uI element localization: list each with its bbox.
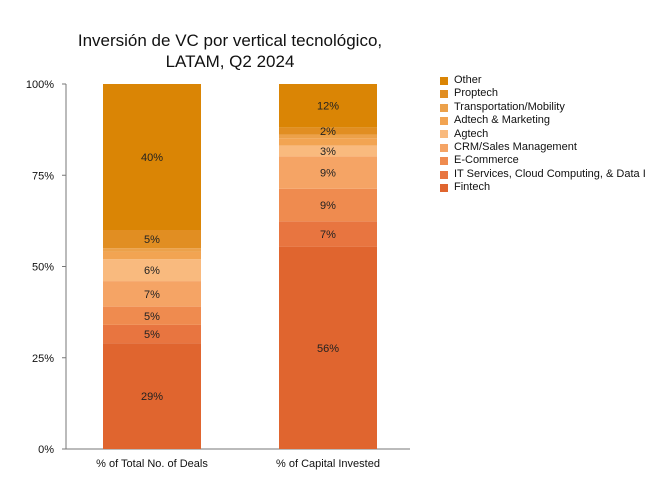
legend-label: E-Commerce xyxy=(454,154,519,167)
bar-segment xyxy=(103,230,201,249)
data-label: 12% xyxy=(317,101,339,113)
data-label: 7% xyxy=(144,289,160,301)
legend-item: Other xyxy=(440,74,646,87)
legend-swatch xyxy=(440,170,448,179)
legend-label: Adtech & Marketing xyxy=(454,114,550,127)
legend-swatch xyxy=(440,157,448,166)
bar-segment xyxy=(279,188,377,222)
bar-segment xyxy=(279,127,377,135)
legend-label: Agtech xyxy=(454,127,489,140)
legend-label: Proptech xyxy=(454,87,499,100)
y-tick-label: 0% xyxy=(38,444,54,456)
legend-label: Fintech xyxy=(454,181,491,194)
bar-segment xyxy=(103,84,201,230)
bar-segment xyxy=(279,156,377,189)
legend-swatch xyxy=(440,76,448,85)
legend-item: IT Services, Cloud Computing, & Data I xyxy=(440,168,646,181)
legend-item: Fintech xyxy=(440,181,646,194)
chart-title-line-1: Inversión de VC por vertical tecnológico… xyxy=(77,31,383,50)
legend-item: Transportation/Mobility xyxy=(440,101,646,114)
bar-segment xyxy=(279,221,377,247)
y-tick-label: 75% xyxy=(32,170,54,182)
legend-item: Agtech xyxy=(440,128,646,141)
bar-segment xyxy=(103,251,201,260)
legend-label: Other xyxy=(454,74,482,86)
chart-legend: Other Proptech Transportation/Mobility Adte… xyxy=(440,74,646,195)
data-label: 29% xyxy=(141,391,163,403)
bar-segment xyxy=(279,138,377,146)
bar-segment xyxy=(103,324,201,344)
x-tick-label: % of Total No. of Deals xyxy=(96,458,208,470)
legend-label: IT Services, Cloud Computing, & Data I xyxy=(454,167,646,180)
legend-item: CRM/Sales Management xyxy=(440,141,646,154)
chart-title-line-2: LATAM, Q2 2024 xyxy=(165,52,295,71)
bar-segment xyxy=(279,134,377,139)
bar-segment xyxy=(103,306,201,325)
legend-item: Adtech & Marketing xyxy=(440,114,646,127)
data-label: 5% xyxy=(144,234,160,246)
y-tick-label: 100% xyxy=(26,79,54,91)
data-label: 9% xyxy=(320,200,336,212)
chart-title: Inversión de VC por vertical tecnológico… xyxy=(40,30,420,72)
bar-segment xyxy=(279,84,377,128)
legend-swatch xyxy=(440,116,448,125)
y-tick-label: 25% xyxy=(32,353,54,365)
data-label: 56% xyxy=(317,343,339,355)
bar-segment xyxy=(103,281,201,307)
legend-swatch xyxy=(440,103,448,112)
data-label: 5% xyxy=(144,329,160,341)
data-label: 40% xyxy=(141,152,163,164)
x-tick-label: % of Capital Invested xyxy=(276,458,380,470)
legend-swatch xyxy=(440,130,448,139)
bar-segment xyxy=(103,343,201,449)
data-label: 9% xyxy=(320,168,336,180)
legend-item: Proptech xyxy=(440,87,646,100)
data-label: 3% xyxy=(320,146,336,158)
data-label: 2% xyxy=(320,126,336,138)
data-label: 7% xyxy=(320,229,336,241)
y-tick-label: 50% xyxy=(32,262,54,274)
bar-segment xyxy=(279,246,377,449)
bar-segment xyxy=(279,145,377,157)
legend-swatch xyxy=(440,143,448,152)
legend-label: Transportation/Mobility xyxy=(454,100,565,113)
legend-label: CRM/Sales Management xyxy=(454,141,577,154)
data-label: 6% xyxy=(144,265,160,277)
legend-item: E-Commerce xyxy=(440,154,646,167)
data-label: 5% xyxy=(144,311,160,323)
legend-swatch xyxy=(440,90,448,99)
legend-swatch xyxy=(440,183,448,192)
bar-segment xyxy=(103,248,201,252)
bar-segment xyxy=(103,259,201,282)
